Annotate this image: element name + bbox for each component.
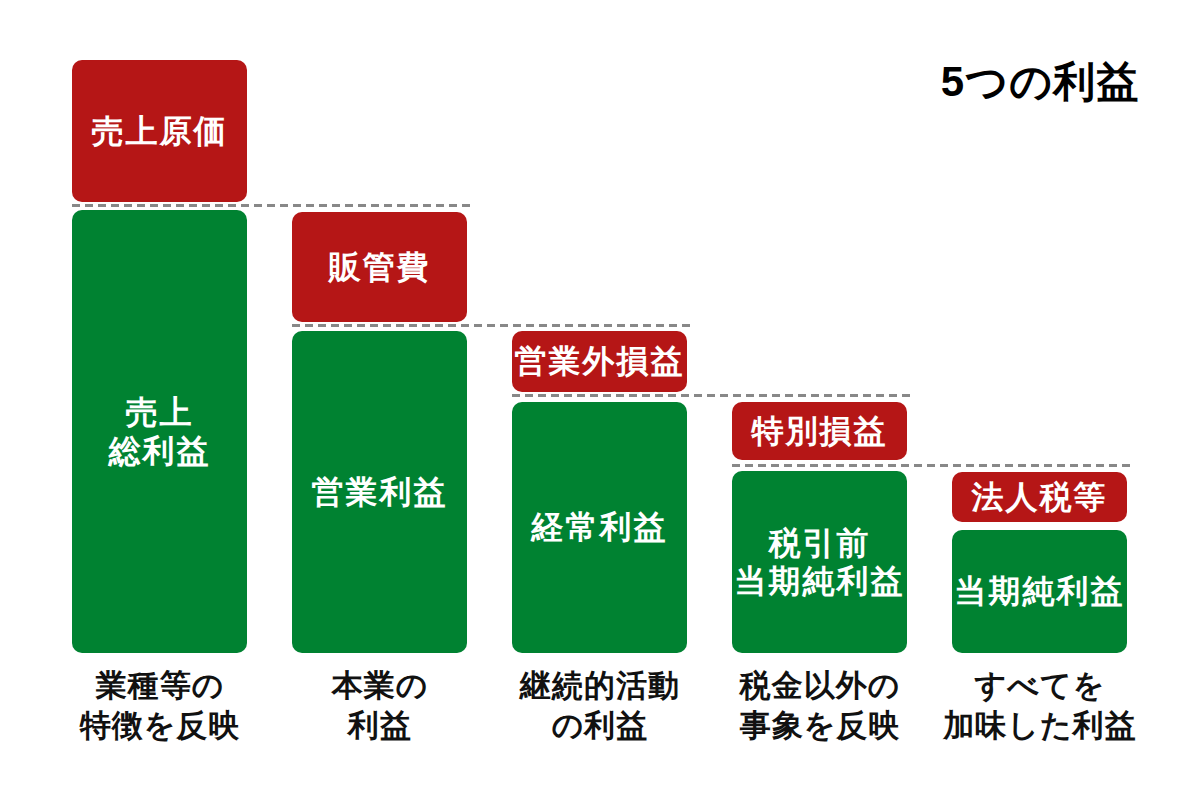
- dotted-divider-pretax-profit-level: [732, 464, 1130, 467]
- caption-operating-profit: 本業の 利益: [270, 666, 490, 745]
- expense-box-corporate-tax: 法人税等: [952, 472, 1127, 522]
- expense-box-sga: 販管費: [292, 212, 467, 322]
- caption-net-profit: すべてを 加味した利益: [930, 666, 1150, 745]
- caption-gross-profit: 業種等の 特徴を反映: [50, 666, 270, 745]
- page-title: 5つの利益: [920, 54, 1160, 110]
- caption-ordinary-profit: 継続的活動 の利益: [490, 666, 710, 745]
- expense-box-non-operating-gains-losses: 営業外損益: [512, 331, 687, 392]
- profit-box-pretax-net-profit: 税引前 当期純利益: [732, 471, 907, 653]
- five-profits-diagram: 5つの利益 売上原価 売上 総利益 業種等の 特徴を反映 販管費 営業利益 本業…: [0, 0, 1200, 800]
- expense-box-extraordinary-gains-losses: 特別損益: [732, 402, 907, 460]
- caption-pretax-net-profit: 税金以外の 事象を反映: [710, 666, 930, 745]
- dotted-divider-ordinary-profit-level: [512, 394, 910, 397]
- expense-box-cost-of-sales: 売上原価: [72, 60, 247, 202]
- dotted-divider-operating-profit-level: [292, 324, 690, 327]
- profit-box-net-profit: 当期純利益: [952, 530, 1127, 653]
- profit-box-gross-profit: 売上 総利益: [72, 210, 247, 653]
- profit-box-operating-profit: 営業利益: [292, 331, 467, 653]
- profit-box-ordinary-profit: 経常利益: [512, 402, 687, 653]
- dotted-divider-gross-profit-level: [72, 204, 470, 207]
